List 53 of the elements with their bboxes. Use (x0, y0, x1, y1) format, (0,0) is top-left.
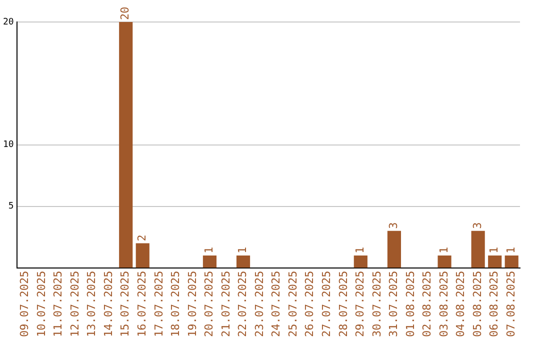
bar (354, 255, 368, 268)
x-tick-label: 17.07.2025 (152, 270, 166, 338)
y-tick-label: 10 (2, 140, 14, 150)
x-tick-label: 25.07.2025 (286, 270, 300, 338)
x-tick-label: 20.07.2025 (202, 270, 216, 338)
bar (202, 255, 217, 268)
x-tick-label: 29.07.2025 (354, 270, 367, 338)
data-label: 3 (470, 222, 484, 229)
x-tick-label: 13.07.2025 (85, 270, 98, 338)
bar (488, 255, 502, 268)
bar (438, 255, 452, 268)
bar (236, 255, 250, 268)
x-tick-label: 15.07.2025 (118, 270, 132, 338)
x-tick-label: 24.07.2025 (270, 270, 283, 338)
x-tick-label: 27.07.2025 (320, 270, 333, 338)
data-label: 1 (437, 246, 450, 254)
x-tick-label: 10.07.2025 (34, 270, 48, 338)
x-tick-label: 31.07.2025 (387, 270, 400, 338)
x-tick-label: 16.07.2025 (135, 270, 148, 338)
x-tick-label: 21.07.2025 (219, 270, 232, 338)
x-tick-label: 18.07.2025 (169, 270, 182, 338)
x-tick-label: 30.07.2025 (370, 270, 384, 338)
bar (504, 255, 518, 268)
x-tick-label: 01.08.2025 (404, 270, 417, 338)
y-tick-label: 5 (8, 202, 14, 212)
bar (119, 22, 133, 268)
x-tick-label: 02.08.2025 (420, 270, 434, 338)
data-label: 1 (504, 246, 518, 254)
x-tick-label: 07.08.2025 (504, 270, 518, 338)
x-tick-label: 28.07.2025 (336, 270, 350, 338)
data-label: 1 (202, 246, 216, 254)
x-tick-label: 26.07.2025 (303, 270, 316, 338)
x-tick-label: 09.07.2025 (18, 270, 32, 338)
x-tick-label: 06.08.2025 (488, 270, 501, 338)
x-tick-label: 05.08.2025 (470, 270, 484, 338)
data-label: 1 (354, 246, 367, 254)
bar (387, 230, 401, 268)
x-tick-label: 11.07.2025 (52, 270, 65, 338)
y-tick-label: 20 (2, 17, 14, 28)
x-tick-label: 03.08.2025 (437, 270, 450, 338)
data-label: 2 (135, 234, 148, 242)
data-label: 1 (236, 246, 250, 254)
data-label: 1 (488, 246, 501, 254)
data-label: 20 (118, 6, 132, 20)
bar (136, 243, 150, 268)
x-tick-label: 14.07.2025 (102, 270, 115, 338)
x-tick-label: 19.07.2025 (186, 270, 199, 338)
x-tick-label: 12.07.2025 (68, 270, 82, 338)
bar (471, 230, 485, 268)
x-tick-label: 04.08.2025 (454, 270, 468, 338)
x-tick-label: 22.07.2025 (236, 270, 250, 338)
data-label: 3 (387, 222, 400, 229)
x-tick-label: 23.07.2025 (252, 270, 266, 338)
